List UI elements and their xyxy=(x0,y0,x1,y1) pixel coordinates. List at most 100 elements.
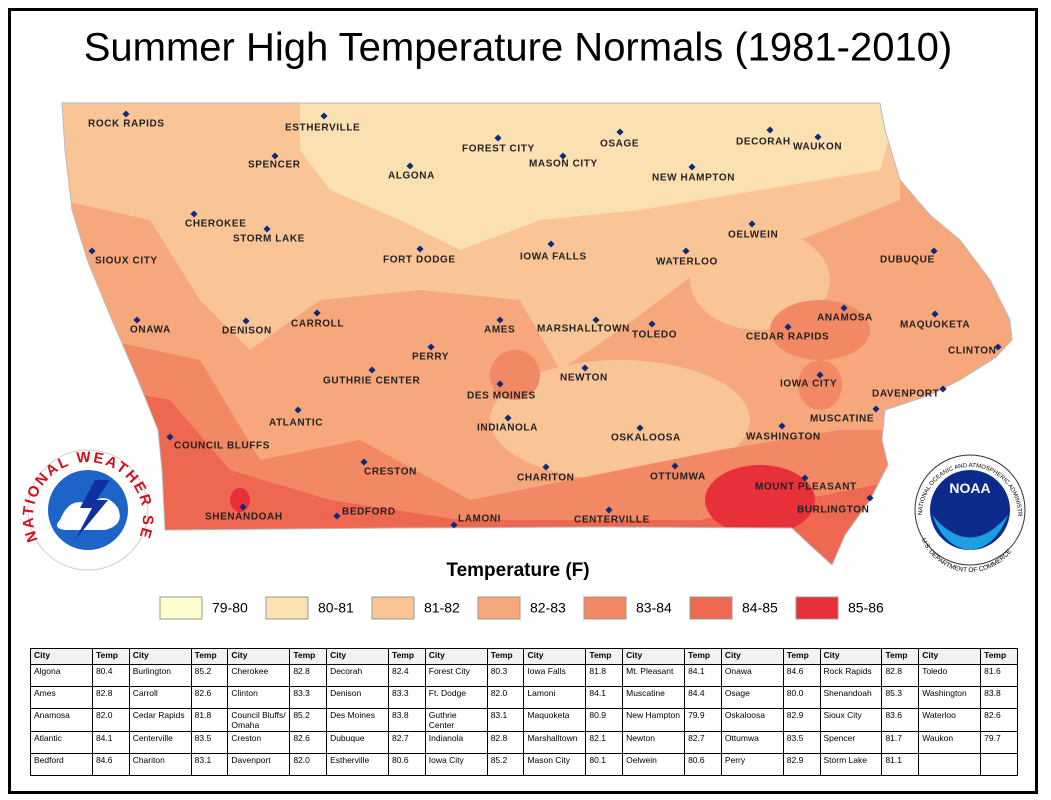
table-cell: 80.9 xyxy=(585,708,624,732)
city-marker xyxy=(778,422,786,430)
table-cell: 81.6 xyxy=(980,664,1018,687)
table-cell: 82.0 xyxy=(486,686,525,709)
table-cell: 84.1 xyxy=(684,664,722,687)
legend-swatch xyxy=(159,596,203,620)
table-cell xyxy=(918,753,982,776)
table-cell: Centerville xyxy=(128,731,192,754)
table-cell: 83.5 xyxy=(190,731,229,754)
noaa-logo-text: NOAA xyxy=(949,480,990,496)
legend-label: 81-82 xyxy=(424,600,460,616)
city-label: ATLANTIC xyxy=(269,418,323,429)
table-cell: Marshalltown xyxy=(523,731,587,754)
table-cell: Council Bluffs/ Omaha xyxy=(227,708,291,732)
city-label: DECORAH xyxy=(736,137,791,148)
city-marker xyxy=(416,245,424,253)
city-marker xyxy=(592,316,600,324)
table-cell: Cherokee xyxy=(227,664,291,687)
table-cell: 80.6 xyxy=(388,753,426,776)
city-marker xyxy=(368,366,376,374)
city-marker xyxy=(542,463,550,471)
legend-swatch xyxy=(583,596,627,620)
header-cell: Temp xyxy=(91,648,130,665)
city-label: LAMONI xyxy=(458,514,501,525)
city-label: GUTHRIE CENTER xyxy=(323,376,420,387)
header-cell: Temp xyxy=(684,648,722,665)
table-cell: 80.4 xyxy=(91,664,130,687)
table-cell: 84.6 xyxy=(782,664,821,687)
header-cell: City xyxy=(523,648,587,665)
city-marker xyxy=(648,320,656,328)
table-cell: Shenandoah xyxy=(819,686,883,709)
table-cell: Clinton xyxy=(227,686,291,709)
city-marker xyxy=(784,323,792,331)
table-cell: 83.1 xyxy=(190,753,229,776)
table-cell: 82.4 xyxy=(388,664,426,687)
header-cell: Temp xyxy=(782,648,821,665)
table-cell: 79.9 xyxy=(684,708,722,732)
table-cell: 82.6 xyxy=(190,686,229,709)
table-cell: Bedford xyxy=(30,753,93,776)
header-cell: City xyxy=(326,648,390,665)
table-cell: 81.7 xyxy=(881,731,920,754)
city-marker xyxy=(616,128,624,136)
city-label: SPENCER xyxy=(248,160,301,171)
header-cell: City xyxy=(720,648,784,665)
table-cell: Washington xyxy=(918,686,982,709)
table-cell: Mt. Pleasant xyxy=(622,664,686,687)
city-marker xyxy=(360,458,368,466)
legend-swatch xyxy=(689,596,733,620)
table-cell: 81.8 xyxy=(585,664,624,687)
city-label: FOREST CITY xyxy=(462,144,535,155)
table-cell: 82.7 xyxy=(684,731,722,754)
table-cell: 82.8 xyxy=(289,664,328,687)
table-cell: Onawa xyxy=(720,664,784,687)
header-cell: Temp xyxy=(881,648,920,665)
table-cell: Spencer xyxy=(819,731,883,754)
city-label: IOWA CITY xyxy=(780,379,837,390)
table-cell: 82.9 xyxy=(782,708,821,732)
header-cell: Temp xyxy=(388,648,426,665)
table-cell: 83.5 xyxy=(782,731,821,754)
table-cell: Creston xyxy=(227,731,291,754)
table-cell: Waukon xyxy=(918,731,982,754)
city-marker xyxy=(636,424,644,432)
city-label: DENISON xyxy=(222,326,272,337)
table-cell: New Hampton xyxy=(622,708,686,732)
header-cell: Temp xyxy=(190,648,229,665)
city-label: COUNCIL BLUFFS xyxy=(174,441,270,452)
city-label: OSKALOOSA xyxy=(611,433,681,444)
table-cell: 84.1 xyxy=(91,731,130,754)
title: Summer High Temperature Normals (1981-20… xyxy=(84,26,953,70)
city-label: NEW HAMPTON xyxy=(652,173,735,184)
table-cell: 80.0 xyxy=(782,686,821,709)
table-cell: 82.8 xyxy=(486,731,525,754)
header-cell: City xyxy=(819,648,883,665)
header-cell: City xyxy=(424,648,488,665)
city-label: OELWEIN xyxy=(728,230,778,241)
header-cell: Temp xyxy=(585,648,624,665)
table-cell: Perry xyxy=(720,753,784,776)
table-cell: Carroll xyxy=(128,686,192,709)
table-cell: Dubuque xyxy=(326,731,390,754)
table-cell: 83.3 xyxy=(388,686,426,709)
table-cell: 84.1 xyxy=(585,686,624,709)
table-cell: 80.3 xyxy=(486,664,525,687)
city-marker xyxy=(263,225,271,233)
city-label: FORT DODGE xyxy=(383,255,456,266)
table-cell: 83.1 xyxy=(486,708,525,732)
city-label: OTTUMWA xyxy=(650,472,706,483)
city-marker xyxy=(494,134,502,142)
city-marker xyxy=(688,163,696,171)
city-marker xyxy=(931,310,939,318)
table-cell: 83.8 xyxy=(980,686,1018,709)
city-label: SIOUX CITY xyxy=(95,256,158,267)
table-row: Algona 80.4 Burlington 85.2 Cherokee 82.8 Deco… xyxy=(30,664,1018,687)
city-marker xyxy=(496,380,504,388)
table-cell: 84.6 xyxy=(91,753,130,776)
table-cell: Cedar Rapids xyxy=(128,708,192,732)
city-marker xyxy=(814,133,822,141)
city-label: CARROLL xyxy=(291,319,344,330)
city-label: CLINTON xyxy=(948,346,996,357)
table-row: Ames 82.8 Carroll 82.6 Clinton 83.3 Denison 83.… xyxy=(30,686,1018,709)
table-cell: 81.8 xyxy=(190,708,229,732)
